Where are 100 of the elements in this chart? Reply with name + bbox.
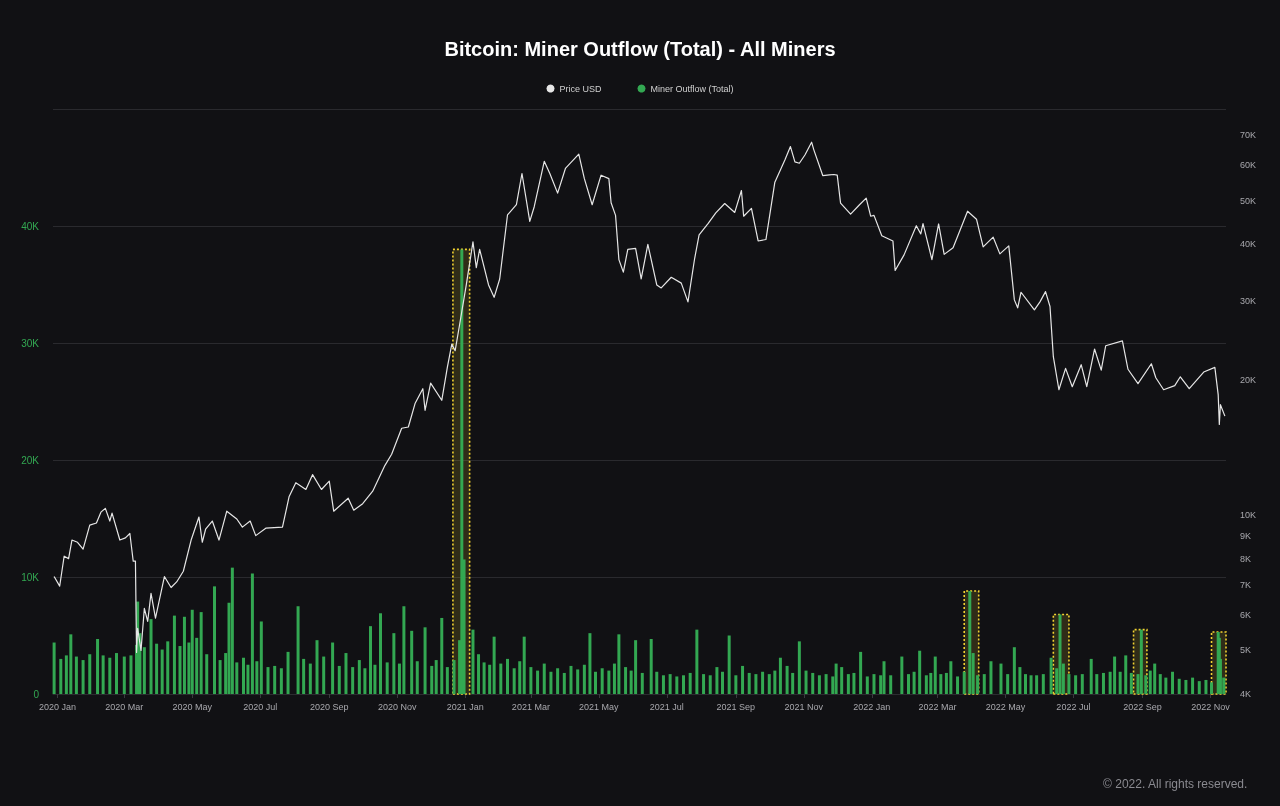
bar bbox=[368, 626, 372, 694]
bar bbox=[747, 672, 751, 694]
bar bbox=[634, 640, 638, 694]
bar bbox=[522, 636, 526, 694]
y2-tick-label: 8K bbox=[1240, 553, 1252, 564]
bar bbox=[1029, 675, 1033, 694]
bar bbox=[569, 665, 573, 694]
bar bbox=[949, 661, 953, 694]
bar bbox=[1171, 671, 1175, 694]
bar bbox=[241, 657, 245, 694]
bar bbox=[900, 656, 904, 694]
legend-label: Miner Outflow (Total) bbox=[650, 83, 734, 94]
bar bbox=[688, 672, 692, 694]
bar bbox=[1067, 674, 1071, 694]
bar bbox=[492, 636, 496, 694]
bar bbox=[259, 621, 263, 694]
y2-tick-label: 5K bbox=[1240, 645, 1252, 656]
bar bbox=[101, 655, 105, 694]
bar bbox=[924, 675, 928, 694]
bar bbox=[81, 660, 85, 694]
y2-tick-label: 4K bbox=[1240, 689, 1252, 699]
x-tick-label: 2020 Jan bbox=[38, 701, 76, 712]
bar bbox=[675, 676, 679, 694]
x-tick-label: 2020 Jul bbox=[243, 701, 278, 712]
bar bbox=[1118, 671, 1122, 694]
bar bbox=[69, 634, 73, 694]
bar bbox=[811, 672, 815, 694]
legend-label: Price USD bbox=[559, 83, 602, 94]
bar bbox=[96, 639, 100, 694]
bar bbox=[415, 661, 419, 694]
x-tick-label: 2022 Sep bbox=[1123, 701, 1162, 712]
bar bbox=[129, 655, 133, 694]
bar bbox=[108, 657, 112, 694]
bar bbox=[392, 633, 396, 694]
bar bbox=[506, 658, 509, 694]
bar bbox=[59, 658, 63, 694]
bar bbox=[912, 671, 916, 694]
bar bbox=[315, 640, 319, 694]
x-tick-label: 2022 Mar bbox=[918, 701, 957, 712]
x-tick-label: 2022 May bbox=[985, 701, 1026, 712]
bar bbox=[761, 671, 765, 694]
y-tick-label: 0 bbox=[33, 688, 40, 700]
bar bbox=[149, 619, 153, 694]
bar bbox=[477, 654, 481, 694]
bar bbox=[1089, 658, 1093, 694]
bar bbox=[1018, 667, 1022, 694]
y2-tick-label: 6K bbox=[1240, 609, 1252, 620]
bar bbox=[357, 660, 361, 694]
y-tick-label: 20K bbox=[21, 454, 40, 466]
bar bbox=[499, 663, 503, 694]
bar bbox=[1049, 657, 1053, 694]
x-tick-label: 2021 Sep bbox=[716, 701, 756, 712]
bar bbox=[702, 674, 706, 694]
bar bbox=[933, 656, 937, 694]
bar bbox=[649, 639, 653, 694]
bar bbox=[929, 672, 933, 694]
text: © 2022. All rights reserved. bbox=[1103, 777, 1248, 791]
bar bbox=[52, 642, 56, 694]
x-tick-label: 2022 Jan bbox=[853, 701, 891, 712]
bar bbox=[160, 649, 164, 694]
x-tick-label: 2021 Mar bbox=[511, 701, 550, 712]
bar bbox=[331, 642, 335, 694]
bar bbox=[1204, 679, 1208, 694]
bar bbox=[576, 669, 580, 694]
y2-tick-label: 50K bbox=[1240, 195, 1257, 206]
y2-tick-label: 30K bbox=[1240, 295, 1257, 306]
bar bbox=[582, 664, 586, 694]
bar bbox=[918, 650, 922, 694]
bar bbox=[804, 670, 808, 694]
bar bbox=[562, 672, 566, 694]
bar bbox=[1101, 672, 1105, 694]
bar bbox=[661, 675, 665, 694]
bar bbox=[445, 667, 449, 694]
y2-tick-label: 40K bbox=[1240, 239, 1257, 250]
bar bbox=[286, 651, 290, 694]
bar bbox=[482, 662, 486, 694]
line-series bbox=[53, 141, 1226, 653]
bar bbox=[939, 674, 943, 694]
bar bbox=[322, 656, 326, 694]
bar bbox=[1041, 674, 1045, 694]
bar bbox=[640, 672, 644, 694]
bar bbox=[1012, 647, 1016, 694]
bar bbox=[518, 661, 522, 694]
bar bbox=[344, 653, 348, 694]
bar bbox=[889, 675, 893, 694]
bar bbox=[1184, 679, 1188, 694]
bar bbox=[529, 667, 533, 694]
y2-tick-label: 7K bbox=[1240, 579, 1252, 590]
bar bbox=[218, 660, 222, 694]
bar bbox=[385, 662, 389, 694]
bar bbox=[834, 663, 838, 694]
x-tick-label: 2020 May bbox=[172, 701, 213, 712]
x-tick-label: 2021 Jul bbox=[649, 701, 684, 712]
bar bbox=[727, 635, 731, 694]
bar bbox=[1158, 674, 1162, 694]
bar bbox=[720, 671, 724, 694]
bar bbox=[296, 606, 300, 694]
bar bbox=[982, 674, 986, 694]
bar bbox=[607, 670, 611, 694]
bar bbox=[1177, 678, 1181, 694]
